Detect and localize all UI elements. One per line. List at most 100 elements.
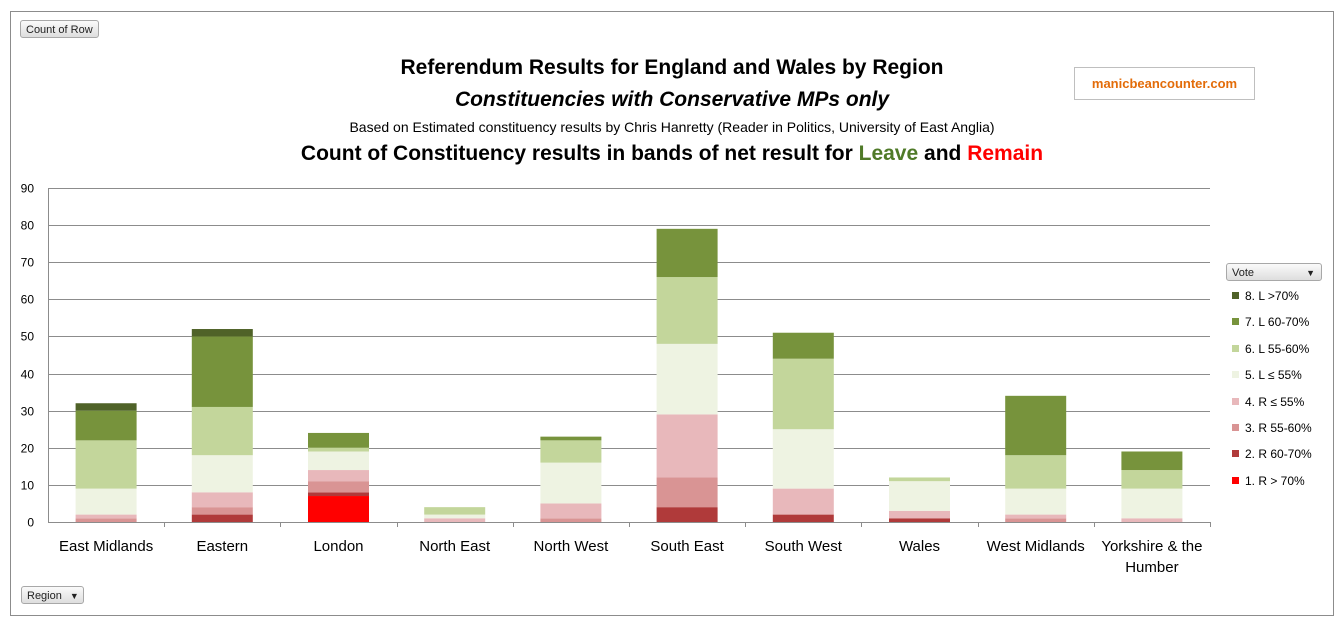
legend-swatch [1232, 424, 1239, 431]
bar-segment [424, 514, 486, 519]
y-tick-label: 90 [21, 182, 35, 196]
bar-segment [191, 507, 253, 515]
bars [75, 228, 1183, 522]
bar-segment [1121, 470, 1183, 489]
y-tick-label: 80 [21, 219, 35, 233]
dropdown-arrow-icon: ▼ [69, 591, 79, 601]
legend-swatch [1232, 292, 1239, 299]
y-tick-label: 10 [21, 479, 35, 493]
bar-segment [308, 481, 369, 493]
bar-segment [75, 488, 137, 515]
bar-segment [1121, 488, 1183, 519]
chart-title: Referendum Results for England and Wales… [400, 56, 944, 79]
legend-label: 6. L 55-60% [1245, 341, 1310, 356]
bar-segment [889, 518, 950, 522]
bar-segment [1121, 518, 1183, 522]
bar-segment [540, 503, 602, 519]
x-tick-label: Eastern [196, 538, 248, 555]
x-tick-label: Wales [899, 538, 940, 555]
dropdown-arrow-icon: ▼ [1306, 268, 1315, 278]
legend-label: 3. R 55-60% [1245, 421, 1312, 435]
bar-segment [656, 414, 718, 478]
bar-segment [889, 477, 950, 482]
bar-segment [75, 410, 137, 441]
axes: 0 10 20 30 40 50 60 70 80 90 East Midlands Eastern L… [21, 182, 1211, 576]
bar-segment [424, 507, 486, 515]
bar-segment [656, 477, 718, 508]
legend-swatch [1232, 344, 1239, 352]
legend-label: 2. R 60-70% [1245, 447, 1312, 462]
x-tick-label: West Midlands [987, 538, 1085, 555]
bar-segment [308, 496, 369, 522]
legend-label: 7. L 60-70% [1245, 315, 1310, 330]
y-tick-label: 20 [21, 442, 35, 456]
x-tick-label: Yorkshire & the [1101, 538, 1202, 555]
bar-segment [656, 277, 718, 344]
bar-segment [75, 518, 137, 522]
bar-segment [191, 455, 253, 493]
bar-segment [540, 518, 602, 522]
bar-segment [308, 447, 369, 452]
legend-swatch [1232, 476, 1239, 484]
chart-subtitle: Constituencies with Conservative MPs onl… [454, 88, 890, 111]
bar-segment [540, 440, 602, 463]
bar-segment [1005, 395, 1067, 456]
y-tick-label: 0 [27, 516, 34, 530]
y-tick-label: 40 [21, 368, 35, 382]
bar-segment [772, 332, 834, 359]
bar-segment [75, 403, 137, 411]
chart-heading: Count of Constituency results in bands o… [0, 142, 1344, 166]
bar-segment [540, 436, 602, 441]
region-filter-button[interactable]: Region ▼ [21, 586, 84, 604]
bar-segment [191, 336, 253, 407]
bar-segment [191, 514, 253, 522]
x-tick-label: South East [650, 538, 724, 555]
bar-segment [540, 462, 602, 504]
bar-segment [75, 514, 137, 519]
bar-segment [308, 451, 369, 471]
bar-segment [424, 518, 486, 522]
bar-segment [889, 481, 950, 511]
heading-prefix: Count of Constituency results in bands o… [300, 142, 853, 165]
bar-segment [889, 510, 950, 519]
x-tick-label: North East [419, 538, 491, 555]
x-tick-label: North West [534, 538, 610, 555]
legend-swatch [1232, 371, 1239, 379]
bar-segment [1005, 514, 1067, 519]
bar-segment [75, 440, 137, 489]
bar-segment [772, 488, 834, 515]
legend-label: 8. L >70% [1245, 289, 1299, 303]
heading-remain: Remain [967, 142, 1044, 165]
bar-segment [656, 343, 718, 415]
legend-label: 1. R > 70% [1245, 473, 1305, 488]
bar-segment [191, 329, 253, 337]
bar-segment [1005, 488, 1067, 515]
bar-segment [191, 492, 253, 508]
x-tick-label: Humber [1125, 559, 1178, 576]
count-of-row-field-button[interactable]: Count of Row [20, 20, 99, 38]
bar-segment [308, 492, 369, 497]
bar-segment [656, 507, 718, 522]
x-tick-label: London [313, 538, 363, 555]
legend-swatch [1232, 397, 1239, 405]
bar-segment [772, 514, 834, 522]
bar-segment [191, 406, 253, 456]
bar-segment [1005, 455, 1067, 489]
bar-segment [308, 432, 369, 448]
legend-swatch [1232, 450, 1239, 458]
y-tick-label: 60 [21, 293, 35, 307]
legend-label: 4. R ≤ 55% [1245, 394, 1305, 409]
source-note: Based on Estimated constituency results … [349, 119, 995, 135]
bar-segment [772, 358, 834, 430]
x-tick-label: East Midlands [59, 538, 153, 555]
bar-segment [1005, 518, 1067, 522]
watermark: manicbeancounter.com [1074, 67, 1255, 100]
y-tick-label: 70 [21, 256, 35, 270]
heading-joiner: and [924, 142, 962, 165]
vote-filter-button[interactable]: Vote ▼ [1226, 263, 1322, 281]
bar-segment [772, 429, 834, 489]
legend-swatch [1232, 318, 1239, 326]
bar-segment [308, 470, 369, 482]
y-tick-label: 30 [21, 405, 35, 419]
